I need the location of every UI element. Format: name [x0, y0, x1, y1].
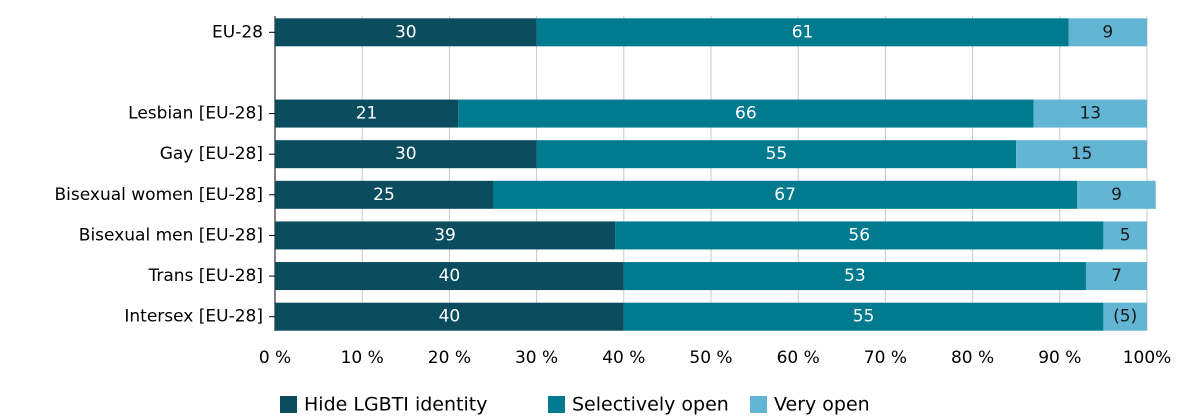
- data-label: 56: [848, 225, 870, 245]
- data-label: 13: [1079, 104, 1101, 124]
- x-tick-label: 50 %: [689, 348, 732, 368]
- bar-segment: [458, 99, 1034, 128]
- y-tick-label: Lesbian [EU-28]: [128, 104, 263, 124]
- bar-segment: [493, 180, 1078, 209]
- x-tick-label: 60 %: [777, 348, 820, 368]
- bar-segment: [275, 99, 459, 128]
- legend-label: Very open: [774, 394, 870, 416]
- data-label: 7: [1111, 266, 1122, 286]
- data-label: 9: [1111, 185, 1122, 205]
- legend-swatch: [548, 396, 565, 413]
- legend-swatch: [750, 396, 767, 413]
- data-label: 55: [853, 307, 875, 327]
- bar-segment: [275, 180, 493, 209]
- data-label: 9: [1102, 22, 1113, 42]
- bar-segment: [623, 262, 1086, 291]
- x-tick-label: 20 %: [428, 348, 471, 368]
- x-tick-label: 80 %: [951, 348, 994, 368]
- bar-segment: [536, 18, 1069, 47]
- x-tick-label: 30 %: [515, 348, 558, 368]
- y-tick-label: Trans [EU-28]: [147, 266, 263, 286]
- data-label: 25: [373, 185, 395, 205]
- x-tick-label: 70 %: [864, 348, 907, 368]
- bar-segment: [275, 221, 616, 250]
- data-label: 5: [1120, 225, 1131, 245]
- bar-segment: [1033, 99, 1147, 128]
- y-tick-label: Bisexual women [EU-28]: [55, 185, 264, 205]
- legend-swatch: [280, 396, 297, 413]
- x-tick-label: 100%: [1123, 348, 1172, 368]
- bar-segment: [623, 302, 1104, 331]
- bar-segment: [615, 221, 1104, 250]
- x-tick-label: 90 %: [1038, 348, 1081, 368]
- x-tick-label: 0 %: [259, 348, 291, 368]
- bar-segment: [1103, 302, 1147, 331]
- data-label: 39: [434, 225, 456, 245]
- y-tick-label: EU-28: [212, 22, 263, 42]
- data-label: 61: [792, 22, 814, 42]
- legend-label: Selectively open: [572, 394, 729, 416]
- y-tick-label: Gay [EU-28]: [160, 144, 263, 164]
- bar-segment: [1085, 262, 1147, 291]
- bar-segment: [275, 140, 537, 169]
- bar-segment: [275, 302, 624, 331]
- data-label: 66: [735, 104, 757, 124]
- data-label: 30: [395, 144, 417, 164]
- x-tick-label: 40 %: [602, 348, 645, 368]
- data-label: 40: [439, 266, 461, 286]
- data-label: 55: [766, 144, 788, 164]
- bar-segment: [1077, 180, 1156, 209]
- data-label: 15: [1071, 144, 1093, 164]
- data-label: (5): [1113, 307, 1137, 327]
- legend-label: Hide LGBTI identity: [304, 394, 487, 416]
- y-tick-label: Intersex [EU-28]: [124, 307, 263, 327]
- data-label: 67: [774, 185, 796, 205]
- data-label: 21: [356, 104, 378, 124]
- data-label: 40: [439, 307, 461, 327]
- bar-segment: [275, 18, 537, 47]
- bar-segment: [536, 140, 1017, 169]
- data-label: 30: [395, 22, 417, 42]
- y-tick-label: Bisexual men [EU-28]: [79, 225, 263, 245]
- bar-segment: [1068, 18, 1147, 47]
- bar-segment: [275, 262, 624, 291]
- bar-segment: [1103, 221, 1147, 250]
- bar-segment: [1016, 140, 1147, 169]
- x-tick-label: 10 %: [341, 348, 384, 368]
- data-label: 53: [844, 266, 866, 286]
